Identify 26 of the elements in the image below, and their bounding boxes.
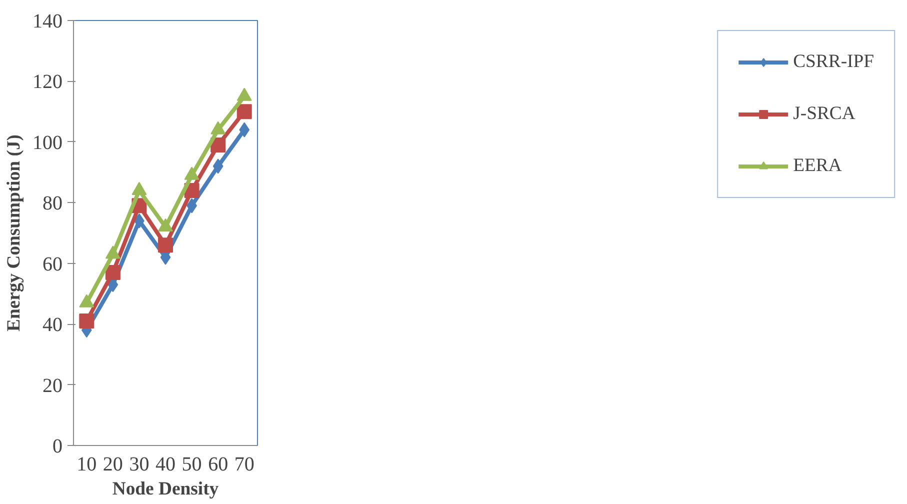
point: [158, 238, 173, 253]
point: [212, 158, 224, 174]
y-tick-label: 140: [32, 10, 62, 32]
x-tick-label: 20: [102, 454, 123, 476]
x-tick-label: 60: [208, 454, 228, 476]
x-tick-label: 50: [182, 454, 202, 476]
x-axis-title: Node Density: [112, 478, 220, 500]
x-tick-label: 70: [234, 454, 254, 476]
x-tick-label: 40: [156, 454, 176, 476]
y-tick-label: 100: [32, 132, 62, 154]
legend-label: CSRR-IPF: [793, 51, 874, 73]
y-tick-label: 40: [42, 314, 62, 336]
point: [239, 122, 250, 138]
legend-label: EERA: [793, 155, 842, 177]
y-axis-title: Energy Consumption (J): [4, 134, 24, 332]
point: [105, 264, 120, 280]
x-tick-label: 10: [76, 454, 97, 476]
point: [79, 314, 94, 329]
y-tick-label: 0: [52, 436, 62, 458]
x-tick-label: 30: [129, 454, 150, 476]
y-tick-label: 80: [42, 192, 62, 215]
y-tick-label: 120: [32, 71, 62, 94]
legend-label: J-SRCA: [793, 103, 856, 125]
point: [236, 104, 252, 120]
y-tick-label: 60: [42, 253, 62, 276]
y-tick-label: 20: [42, 374, 62, 397]
